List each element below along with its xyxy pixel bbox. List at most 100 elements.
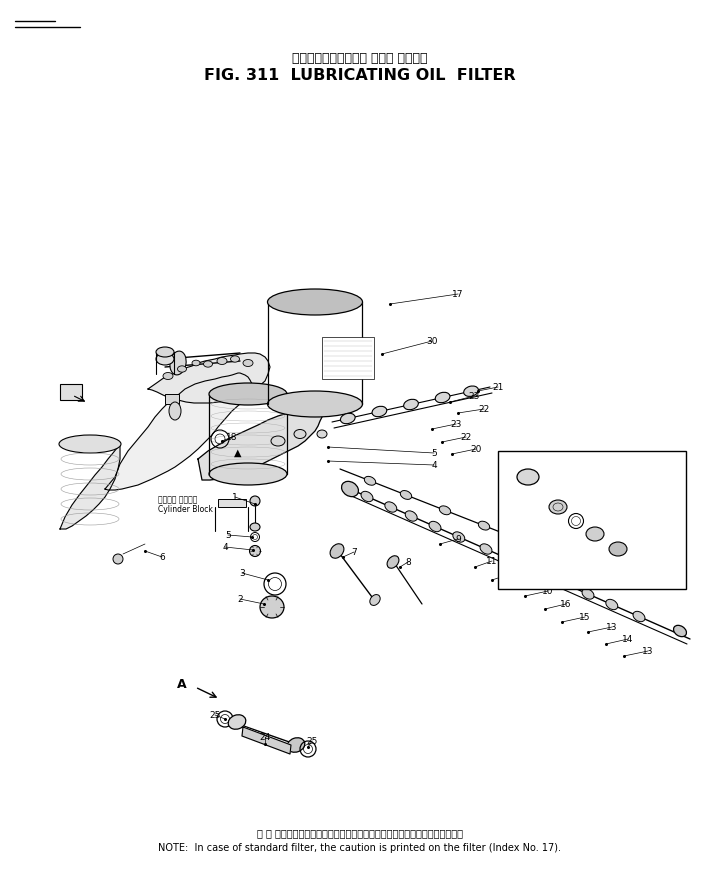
Text: EG55  Engine No. 36026~: EG55 Engine No. 36026~ (508, 563, 599, 568)
Text: EG55S Engine No. 36942~: EG55S Engine No. 36942~ (508, 572, 601, 579)
Text: 27: 27 (508, 462, 520, 471)
Text: 9: 9 (455, 535, 461, 543)
Ellipse shape (384, 502, 397, 513)
Ellipse shape (405, 511, 417, 522)
Ellipse shape (341, 414, 355, 424)
Text: A: A (177, 678, 186, 691)
Ellipse shape (250, 523, 260, 531)
Text: 23: 23 (450, 420, 462, 429)
Text: 29: 29 (559, 505, 571, 514)
Ellipse shape (606, 600, 618, 610)
Ellipse shape (555, 577, 567, 587)
Ellipse shape (228, 715, 246, 730)
Bar (218, 500, 246, 507)
Text: 1: 1 (232, 493, 238, 502)
Ellipse shape (204, 362, 212, 368)
Ellipse shape (528, 565, 539, 575)
Ellipse shape (170, 352, 186, 376)
Ellipse shape (582, 589, 594, 600)
Ellipse shape (633, 612, 645, 622)
Ellipse shape (230, 356, 240, 363)
Ellipse shape (372, 407, 387, 417)
Text: 24: 24 (259, 732, 271, 742)
Ellipse shape (271, 436, 285, 447)
Polygon shape (242, 727, 291, 754)
Ellipse shape (361, 492, 373, 502)
Ellipse shape (609, 543, 627, 557)
Bar (165, 394, 179, 405)
Ellipse shape (192, 361, 200, 366)
Ellipse shape (464, 386, 478, 397)
Text: 20: 20 (470, 445, 482, 454)
Text: 30: 30 (426, 337, 438, 346)
Text: ▲: ▲ (234, 448, 242, 457)
Polygon shape (148, 354, 270, 404)
Text: 22: 22 (478, 405, 490, 414)
Text: 18: 18 (226, 433, 238, 442)
Ellipse shape (178, 366, 186, 373)
Text: 2: 2 (237, 594, 243, 604)
Ellipse shape (480, 544, 492, 555)
Text: 13: 13 (606, 623, 618, 632)
Text: 16: 16 (560, 600, 572, 608)
Ellipse shape (250, 496, 260, 507)
Ellipse shape (436, 392, 450, 403)
Ellipse shape (243, 360, 253, 367)
Text: 22: 22 (567, 515, 577, 524)
Text: 7: 7 (351, 548, 357, 557)
Text: 注 ： 標準フィルタの場合，その注意書きはフィルタ上に印刺されています．: 注 ： 標準フィルタの場合，その注意書きはフィルタ上に印刺されています． (257, 827, 463, 837)
Ellipse shape (404, 399, 418, 410)
Ellipse shape (364, 477, 376, 486)
Text: 4: 4 (431, 461, 437, 470)
Text: 17: 17 (452, 290, 464, 299)
Text: 28: 28 (626, 533, 638, 542)
Ellipse shape (268, 392, 362, 418)
Ellipse shape (521, 538, 531, 547)
Text: 26: 26 (539, 492, 549, 501)
Text: シリンダ ブロック: シリンダ ブロック (158, 495, 197, 504)
Ellipse shape (113, 554, 123, 565)
Ellipse shape (598, 569, 610, 578)
Ellipse shape (400, 491, 412, 500)
Text: 8: 8 (405, 558, 411, 567)
Text: 19: 19 (580, 528, 590, 536)
Text: 10: 10 (542, 587, 554, 596)
Text: 4: 4 (222, 543, 228, 552)
Ellipse shape (209, 464, 287, 486)
Ellipse shape (156, 354, 174, 365)
Text: 22: 22 (460, 433, 472, 442)
Polygon shape (105, 373, 252, 491)
Text: 13: 13 (642, 647, 654, 656)
Text: 11: 11 (486, 557, 498, 565)
Text: Cylinder Block: Cylinder Block (158, 505, 213, 514)
Text: 6: 6 (159, 553, 165, 562)
Text: 23: 23 (554, 503, 566, 512)
Ellipse shape (268, 290, 362, 315)
Ellipse shape (439, 507, 451, 515)
Polygon shape (60, 444, 120, 529)
Ellipse shape (429, 522, 441, 532)
Ellipse shape (387, 556, 399, 569)
Ellipse shape (156, 348, 174, 357)
Ellipse shape (59, 435, 121, 453)
Bar (60, 385, 82, 400)
Ellipse shape (504, 555, 516, 565)
Bar (322, 338, 374, 379)
Ellipse shape (169, 402, 181, 421)
Text: 25: 25 (210, 710, 221, 720)
Text: ルーブリケーティング オイル フィルタ: ルーブリケーティング オイル フィルタ (292, 52, 428, 64)
Ellipse shape (341, 482, 359, 497)
Text: 25: 25 (306, 737, 318, 745)
Text: 3: 3 (239, 569, 245, 578)
Text: 5: 5 (225, 531, 231, 540)
Ellipse shape (163, 373, 173, 380)
Text: 5: 5 (431, 449, 437, 458)
Text: 15: 15 (580, 613, 590, 622)
Text: 12: 12 (504, 570, 516, 579)
Polygon shape (198, 407, 323, 480)
Ellipse shape (370, 595, 380, 606)
Ellipse shape (287, 738, 305, 752)
Text: NOTE:  In case of standard filter, the caution is printed on the filter (Index N: NOTE: In case of standard filter, the ca… (158, 842, 562, 852)
Ellipse shape (517, 470, 539, 486)
Ellipse shape (209, 384, 287, 406)
